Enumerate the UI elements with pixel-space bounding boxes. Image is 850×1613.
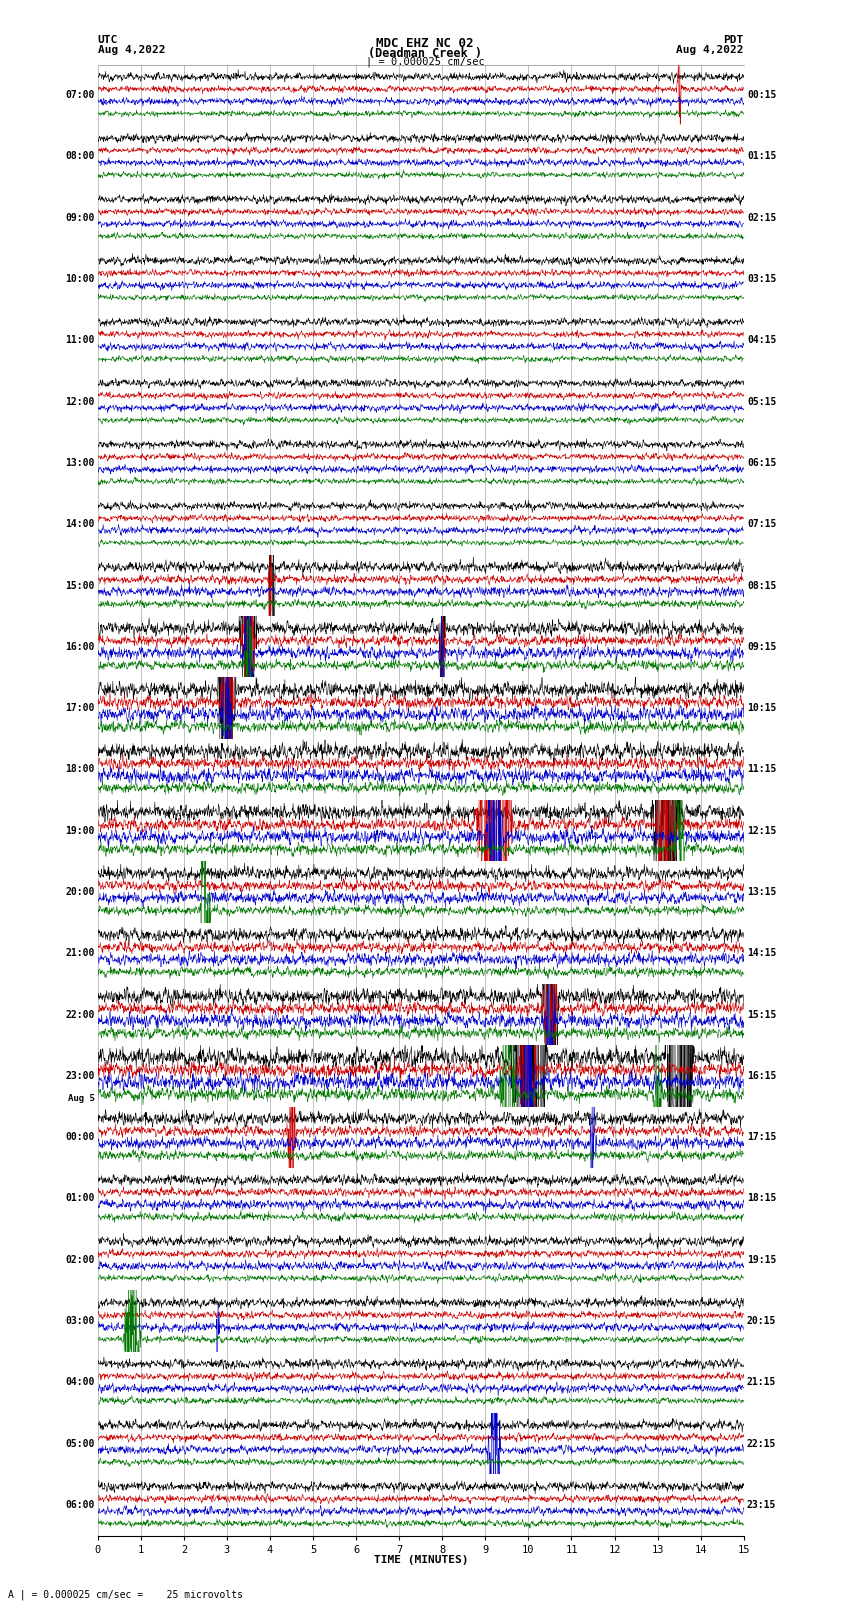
Text: 20:00: 20:00 bbox=[65, 887, 94, 897]
Text: 21:00: 21:00 bbox=[65, 948, 94, 958]
Text: 17:00: 17:00 bbox=[65, 703, 94, 713]
Text: 08:15: 08:15 bbox=[747, 581, 776, 590]
Text: 22:00: 22:00 bbox=[65, 1010, 94, 1019]
Text: 02:15: 02:15 bbox=[747, 213, 776, 223]
Text: 12:15: 12:15 bbox=[747, 826, 776, 836]
Text: 01:00: 01:00 bbox=[65, 1194, 94, 1203]
Text: 05:00: 05:00 bbox=[65, 1439, 94, 1448]
Text: 16:15: 16:15 bbox=[747, 1071, 776, 1081]
Text: TIME (MINUTES): TIME (MINUTES) bbox=[373, 1555, 468, 1565]
Text: Aug 5: Aug 5 bbox=[68, 1095, 94, 1103]
Text: 18:15: 18:15 bbox=[747, 1194, 776, 1203]
Text: 13:15: 13:15 bbox=[747, 887, 776, 897]
Text: 23:15: 23:15 bbox=[747, 1500, 776, 1510]
Text: 00:15: 00:15 bbox=[747, 90, 776, 100]
Text: 04:00: 04:00 bbox=[65, 1378, 94, 1387]
Text: A | = 0.000025 cm/sec =    25 microvolts: A | = 0.000025 cm/sec = 25 microvolts bbox=[8, 1589, 243, 1600]
Text: 14:00: 14:00 bbox=[65, 519, 94, 529]
Text: (Deadman Creek ): (Deadman Creek ) bbox=[368, 47, 482, 60]
Text: | = 0.000025 cm/sec: | = 0.000025 cm/sec bbox=[366, 56, 484, 68]
Text: 12:00: 12:00 bbox=[65, 397, 94, 406]
Text: 23:00: 23:00 bbox=[65, 1071, 94, 1081]
Text: 19:00: 19:00 bbox=[65, 826, 94, 836]
Text: MDC EHZ NC 02: MDC EHZ NC 02 bbox=[377, 37, 473, 50]
Text: 04:15: 04:15 bbox=[747, 336, 776, 345]
Text: 13:00: 13:00 bbox=[65, 458, 94, 468]
Text: 09:15: 09:15 bbox=[747, 642, 776, 652]
Text: 00:00: 00:00 bbox=[65, 1132, 94, 1142]
Text: 15:15: 15:15 bbox=[747, 1010, 776, 1019]
Text: 02:00: 02:00 bbox=[65, 1255, 94, 1265]
Text: 03:15: 03:15 bbox=[747, 274, 776, 284]
Text: 03:00: 03:00 bbox=[65, 1316, 94, 1326]
Text: 06:00: 06:00 bbox=[65, 1500, 94, 1510]
Text: 15:00: 15:00 bbox=[65, 581, 94, 590]
Text: 05:15: 05:15 bbox=[747, 397, 776, 406]
Text: 19:15: 19:15 bbox=[747, 1255, 776, 1265]
Text: 22:15: 22:15 bbox=[747, 1439, 776, 1448]
Text: 08:00: 08:00 bbox=[65, 152, 94, 161]
Text: 10:00: 10:00 bbox=[65, 274, 94, 284]
Text: Aug 4,2022: Aug 4,2022 bbox=[677, 45, 744, 55]
Text: UTC: UTC bbox=[98, 35, 118, 45]
Text: 21:15: 21:15 bbox=[747, 1378, 776, 1387]
Text: 06:15: 06:15 bbox=[747, 458, 776, 468]
Text: PDT: PDT bbox=[723, 35, 744, 45]
Text: 01:15: 01:15 bbox=[747, 152, 776, 161]
Text: 16:00: 16:00 bbox=[65, 642, 94, 652]
Text: 10:15: 10:15 bbox=[747, 703, 776, 713]
Text: 11:00: 11:00 bbox=[65, 336, 94, 345]
Text: 07:15: 07:15 bbox=[747, 519, 776, 529]
Text: 09:00: 09:00 bbox=[65, 213, 94, 223]
Text: 20:15: 20:15 bbox=[747, 1316, 776, 1326]
Text: 14:15: 14:15 bbox=[747, 948, 776, 958]
Text: 07:00: 07:00 bbox=[65, 90, 94, 100]
Text: 17:15: 17:15 bbox=[747, 1132, 776, 1142]
Text: Aug 4,2022: Aug 4,2022 bbox=[98, 45, 165, 55]
Text: 18:00: 18:00 bbox=[65, 765, 94, 774]
Text: 11:15: 11:15 bbox=[747, 765, 776, 774]
